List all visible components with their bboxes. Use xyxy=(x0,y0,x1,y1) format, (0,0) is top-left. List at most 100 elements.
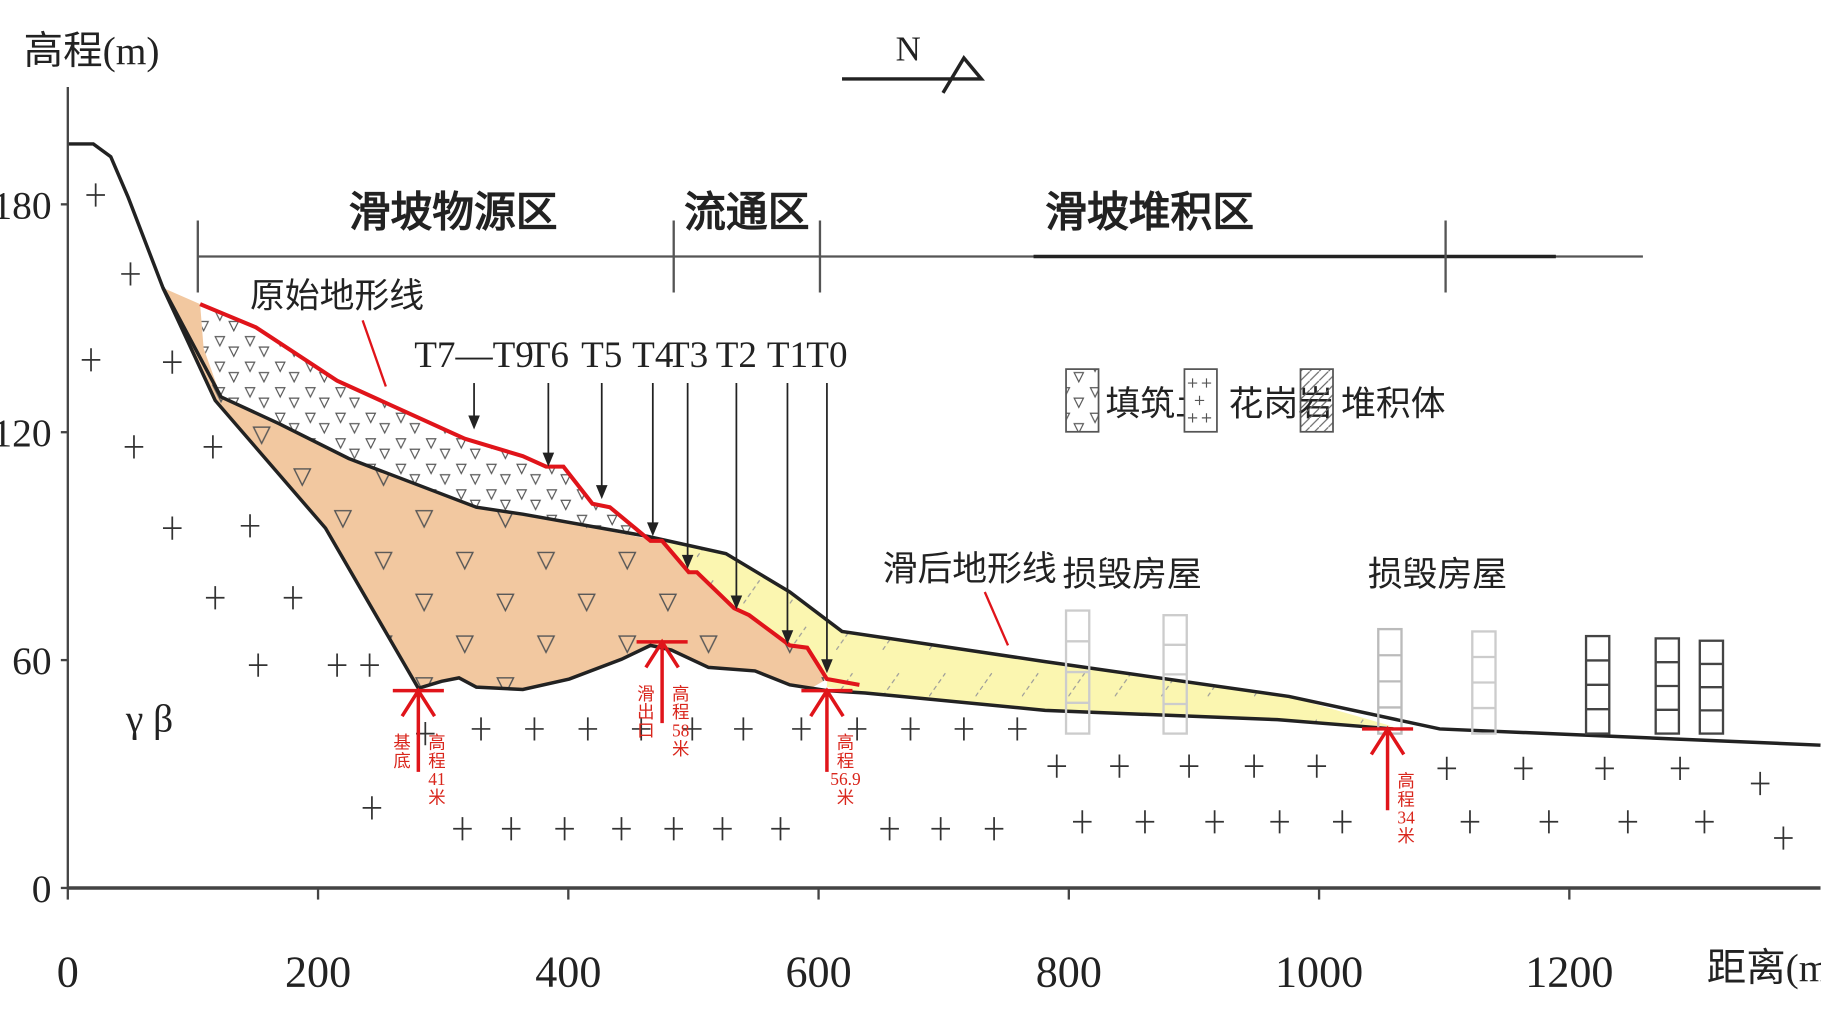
granite-symbol xyxy=(1333,810,1352,834)
marker-char: 41 xyxy=(428,769,445,789)
granite-symbol xyxy=(1539,810,1559,834)
granite-symbol xyxy=(1179,754,1199,778)
granite-symbol xyxy=(525,717,544,741)
granite-symbol xyxy=(162,350,182,374)
legend-plus xyxy=(1194,395,1205,406)
granite-symbol xyxy=(664,817,683,841)
arrow-head xyxy=(468,415,480,430)
marker-char: 基 xyxy=(393,733,410,753)
house xyxy=(1584,634,1611,735)
granite-symbol xyxy=(1135,810,1155,834)
marker-char: 高 xyxy=(672,684,689,704)
original-line-label: 原始地形线 xyxy=(250,277,424,316)
north-arrow: N xyxy=(842,29,986,94)
house xyxy=(1654,637,1681,735)
arrow-head xyxy=(781,630,794,645)
granite-symbol xyxy=(847,717,867,741)
y-tick-label: 180 xyxy=(0,183,52,227)
granite-symbol xyxy=(631,717,651,741)
granite-symbol xyxy=(931,817,950,841)
x-axis-label: 距离(m) xyxy=(1707,946,1821,990)
house-label: 损毁房屋 xyxy=(1063,555,1202,594)
x-tick-label: 0 xyxy=(57,948,79,997)
y-tick-label: 120 xyxy=(0,411,52,455)
granite-symbol xyxy=(1750,771,1770,796)
granite-symbol xyxy=(713,817,732,841)
granite-symbol xyxy=(901,717,920,741)
marker-char: 米 xyxy=(837,788,854,808)
marker-char: 程 xyxy=(428,751,445,771)
marker-char: 56.9 xyxy=(830,769,860,789)
marker-char: 程 xyxy=(672,702,689,722)
granite-symbol xyxy=(453,817,472,841)
house-label: 损毁房屋 xyxy=(1368,555,1507,594)
granite-symbol xyxy=(1618,810,1638,834)
granite-symbol xyxy=(86,183,105,207)
granite-symbol xyxy=(1205,810,1224,834)
granite-symbol xyxy=(327,653,347,677)
marker-arrow xyxy=(644,638,680,724)
granite-symbol xyxy=(578,717,598,741)
legend-plus xyxy=(1187,378,1198,388)
marker-text: 滑出口 xyxy=(637,684,654,741)
granite-symbol xyxy=(501,817,521,841)
granite-symbol xyxy=(283,586,303,610)
granite-symbol xyxy=(1670,756,1690,781)
lower-boundary xyxy=(161,287,1394,731)
x-tick-label: 200 xyxy=(285,948,351,997)
granite-symbol xyxy=(1073,810,1092,834)
granite-symbol xyxy=(362,796,382,820)
legend-plus xyxy=(1201,378,1212,388)
y-axis-label: 高程(m) xyxy=(24,29,160,73)
granite-symbol xyxy=(1110,754,1129,778)
point-label: T7—T9 xyxy=(414,335,534,376)
granite-symbol xyxy=(771,817,790,841)
granite-symbol xyxy=(880,817,899,841)
granite-symbol xyxy=(81,348,101,372)
granite-symbol xyxy=(1437,756,1457,781)
point-label: T5 xyxy=(581,335,622,376)
marker-char: 高 xyxy=(1397,771,1414,791)
point-label: T0 xyxy=(806,335,847,376)
marker-text: 高程 34 米 xyxy=(1397,771,1415,846)
granite-symbol xyxy=(205,586,225,610)
geology-layers xyxy=(67,142,1821,747)
marker-char: 米 xyxy=(428,788,445,808)
marker-char: 底 xyxy=(393,751,410,771)
granite-symbol xyxy=(1244,754,1264,778)
marker-char: 34 xyxy=(1397,808,1415,828)
granite-symbol xyxy=(121,262,140,286)
granite-symbol xyxy=(1047,754,1067,778)
marker-char: 出 xyxy=(637,702,654,722)
zone-label: 流通区 xyxy=(684,189,809,236)
granite-symbol xyxy=(360,653,379,677)
legend-swatch xyxy=(1065,368,1100,433)
marker-char: 口 xyxy=(637,720,654,740)
arrow-head xyxy=(647,522,659,537)
arrow-head xyxy=(542,452,555,467)
zone-label: 滑坡物源区 xyxy=(349,189,558,236)
marker-char: 程 xyxy=(1397,789,1414,809)
house xyxy=(1698,639,1725,735)
north-label: N xyxy=(896,29,921,68)
granite-symbol xyxy=(682,717,702,741)
point-label: T4 xyxy=(632,335,673,376)
point-label: T2 xyxy=(716,335,757,376)
granite-symbol xyxy=(471,717,491,741)
marker-arrow xyxy=(400,687,437,772)
legend-label: 堆积体 xyxy=(1341,385,1445,424)
house xyxy=(1471,630,1497,735)
marker-arrow xyxy=(809,687,845,772)
marker-char: 高 xyxy=(428,733,445,753)
house xyxy=(1162,614,1188,735)
granite-symbol xyxy=(612,817,631,841)
arrow-head xyxy=(595,485,608,500)
marker-text: 基底 xyxy=(393,733,410,771)
y-tick-label: 60 xyxy=(12,639,51,683)
arrow-head xyxy=(681,554,694,569)
slide-body xyxy=(162,287,827,690)
granite-symbol xyxy=(792,717,811,741)
